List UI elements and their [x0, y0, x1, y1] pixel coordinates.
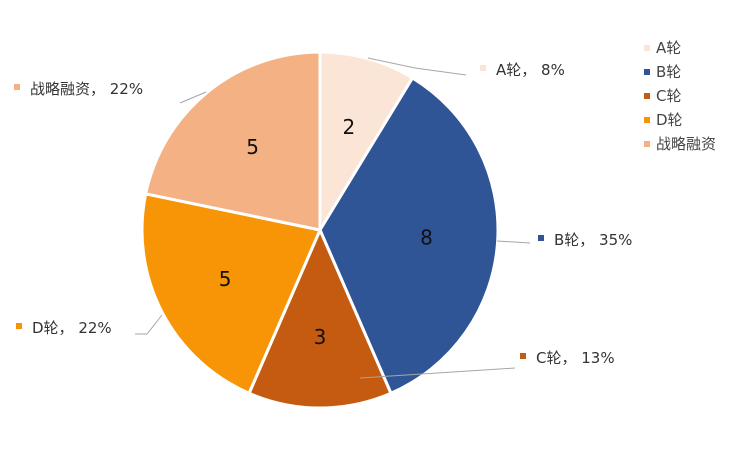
outer-label-marker-1: [538, 235, 544, 241]
outer-label-0: A轮， 8%: [496, 61, 565, 79]
outer-label-4: 战略融资， 22%: [30, 80, 143, 98]
outer-label-1: B轮， 35%: [554, 231, 632, 249]
outer-label-3: D轮， 22%: [32, 319, 112, 337]
legend-label-0: A轮: [656, 39, 681, 57]
data-label-1: 8: [420, 225, 433, 249]
outer-label-marker-4: [14, 84, 20, 90]
legend-marker-2: [644, 93, 650, 99]
pie-slice-0: [318, 50, 415, 236]
legend-marker-1: [644, 69, 650, 75]
leader-line-0: [367, 57, 467, 76]
legend-marker-0: [644, 45, 650, 51]
pie-slice-2: [247, 226, 393, 410]
data-label-4: 5: [246, 135, 259, 159]
pie-slice-1: [318, 75, 500, 396]
legend-marker-3: [644, 117, 650, 123]
legend-label-1: B轮: [656, 63, 681, 81]
outer-label-marker-0: [480, 65, 486, 71]
leader-line-2: [359, 367, 516, 379]
outer-label-marker-3: [16, 323, 22, 329]
data-label-3: 5: [219, 267, 232, 291]
data-label-0: 2: [342, 115, 355, 139]
legend-label-2: C轮: [656, 87, 681, 105]
legend-label-4: 战略融资: [656, 135, 716, 153]
leader-line-3: [135, 314, 163, 335]
pie-slice-3: [140, 192, 323, 396]
legend-marker-4: [644, 141, 650, 147]
pie-slice-4: [143, 50, 322, 232]
data-label-2: 3: [314, 325, 327, 349]
leader-line-4: [179, 91, 207, 104]
legend-label-3: D轮: [656, 111, 683, 129]
outer-label-marker-2: [520, 353, 526, 359]
leader-line-1: [496, 240, 531, 244]
outer-label-2: C轮， 13%: [536, 349, 615, 367]
